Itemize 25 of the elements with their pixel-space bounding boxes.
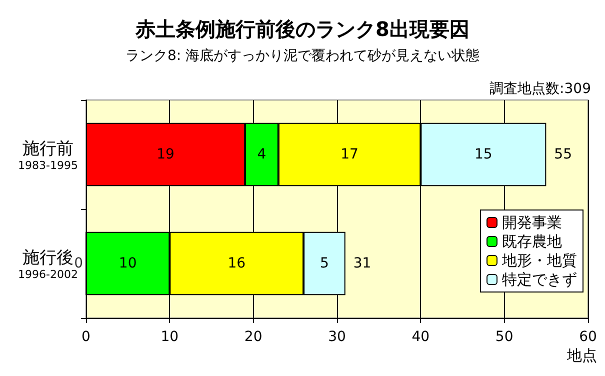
data-label: 15 (474, 146, 492, 162)
legend-label: 地形・地質 (501, 252, 577, 270)
x-tick-label: 10 (160, 329, 179, 345)
text: 調査地点数:309 (490, 81, 592, 97)
total-label: 31 (353, 256, 372, 272)
x-tick-label: 0 (82, 329, 90, 345)
chart-subtitle: ランク8: 海底がすっかり泥で覆われて砂が見えない状態 (125, 48, 480, 64)
legend-label: 開発事業 (502, 214, 562, 232)
chart-title: 赤土条例施行前後のランク8出現要因 (134, 17, 470, 41)
data-label: 4 (257, 146, 266, 162)
x-tick-label: 20 (244, 329, 262, 345)
data-label: 16 (228, 256, 246, 272)
y-tick-label: 施行前 1983-1995 (18, 139, 78, 172)
x-tick-label: 60 (579, 329, 597, 345)
x-tick-label: 30 (328, 329, 346, 345)
data-label: 19 (156, 146, 174, 162)
total-label: 55 (554, 146, 572, 162)
x-tick-label: 50 (495, 329, 514, 345)
x-axis-title: 地点 (566, 346, 597, 364)
x-tick-label: 40 (412, 329, 430, 345)
data-label: 5 (320, 256, 329, 272)
data-label: 10 (118, 256, 137, 272)
legend-label: 既存農地 (502, 232, 562, 250)
legend-label: 特定できず (502, 270, 577, 288)
data-label: 17 (340, 146, 358, 162)
